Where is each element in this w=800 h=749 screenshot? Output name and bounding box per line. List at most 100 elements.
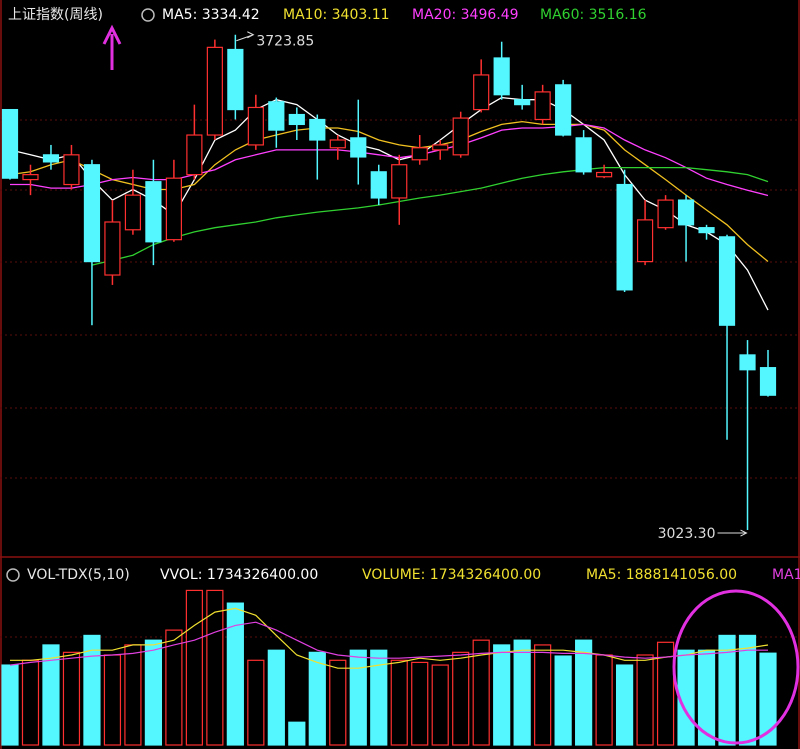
volume-bar	[1, 664, 19, 746]
legend-value: 1888141056.00	[626, 567, 737, 583]
candle-body	[739, 354, 756, 371]
legend-name: MA1	[772, 567, 800, 583]
legend-name: MA20:	[412, 7, 456, 23]
legend-value: 1734326400.00	[430, 567, 541, 583]
legend-value: 3334.42	[202, 7, 260, 23]
volume-title: VOL-TDX(5,10)	[27, 567, 130, 583]
chart-title: 上证指数(周线)	[8, 7, 103, 23]
min-pointer	[717, 529, 748, 537]
volume-ma-line	[9, 621, 768, 666]
candle-body	[677, 199, 695, 226]
legend-name: MA60:	[540, 7, 584, 23]
candle-body	[555, 84, 572, 136]
volume-bar	[759, 652, 777, 746]
candle-body	[759, 367, 777, 396]
volume-bar	[534, 644, 552, 746]
max-pointer	[236, 31, 255, 42]
volume-bar	[267, 649, 285, 746]
ma-line	[9, 96, 769, 311]
candle-body	[145, 181, 162, 243]
volume-bar	[226, 602, 244, 746]
candle-body	[268, 101, 285, 131]
volume-bar	[738, 634, 757, 746]
menu-icon[interactable]	[141, 8, 155, 22]
legend-entry: MA10: 3403.11	[283, 7, 390, 23]
ma-line	[9, 120, 769, 263]
plot-area: 3723.85 3023.30	[1, 31, 777, 746]
candle-body	[657, 199, 674, 229]
legend-value: 1734326400.00	[207, 567, 318, 583]
legend-name: MA5:	[586, 567, 621, 583]
candle-body	[718, 236, 736, 326]
volume-bar	[42, 644, 60, 746]
candle-body	[596, 171, 613, 178]
volume-bar	[575, 639, 593, 746]
candle-body	[309, 118, 326, 141]
volume-bar	[288, 721, 306, 746]
volume-bar	[21, 659, 40, 746]
candle-body	[247, 106, 264, 146]
volume-bar	[62, 651, 81, 746]
volume-bar	[349, 649, 367, 746]
legend-entry: MA20: 3496.49	[412, 7, 519, 23]
candle-body	[432, 144, 449, 151]
volume-header: VOL-TDX(5,10) VVOL: 1734326400.00 VOLUME…	[6, 567, 800, 583]
volume-bar	[493, 644, 511, 746]
ma-line	[10, 123, 769, 197]
legend-entry: VOLUME: 1734326400.00	[362, 567, 541, 583]
legend-entry: MA5: 1888141056.00	[586, 567, 737, 583]
candle-body	[165, 177, 182, 241]
candle-body	[206, 46, 223, 136]
candle-body	[1, 108, 19, 179]
candle-body	[452, 117, 469, 156]
volume-bar	[165, 629, 183, 746]
volume-bar	[370, 649, 388, 746]
volume-bar	[718, 634, 736, 746]
volume-bar	[185, 589, 203, 746]
volume-bar	[329, 659, 347, 746]
volume-bar	[308, 651, 326, 746]
candle-body	[350, 137, 367, 158]
candle-body	[493, 57, 510, 96]
volume-bar	[513, 639, 531, 746]
volume-bar	[411, 661, 429, 746]
candle-body	[124, 194, 142, 231]
ma-line	[91, 166, 769, 266]
candle-body	[370, 171, 387, 199]
volume-ma-line	[10, 607, 769, 669]
volume-bar	[144, 639, 163, 746]
candle-body	[391, 164, 408, 199]
candle-body	[411, 147, 428, 161]
volume-bar	[656, 641, 675, 746]
candle-body	[83, 164, 101, 263]
volume-bar	[615, 664, 634, 746]
volume-bar	[390, 659, 408, 746]
min-label: 3023.30	[658, 526, 716, 542]
legend-entry: MA60: 3516.16	[540, 7, 647, 23]
candle-body	[22, 174, 39, 181]
highlight-ellipse	[672, 589, 800, 745]
candle-body	[227, 48, 244, 111]
candle-body	[288, 113, 305, 126]
candle-body	[104, 221, 121, 276]
menu-icon[interactable]	[6, 568, 20, 582]
volume-bar	[554, 655, 572, 746]
legend-entry: VVOL: 1734326400.00	[160, 567, 318, 583]
candle-body	[514, 99, 531, 106]
volume-bar	[452, 651, 470, 746]
highlight-annotations	[102, 24, 800, 745]
volume-bar	[431, 664, 449, 746]
candle-body	[534, 91, 551, 121]
candle-body	[698, 227, 715, 234]
legend-entry: MA5: 3334.42	[162, 7, 260, 23]
volume-bar	[103, 654, 122, 746]
legend-value: 3496.49	[461, 7, 519, 23]
candle-body	[63, 154, 80, 186]
legend-value: 3516.16	[589, 7, 647, 23]
volume-bar	[83, 634, 101, 746]
legend-name: VOLUME:	[362, 567, 425, 583]
volume-bar	[595, 654, 613, 746]
